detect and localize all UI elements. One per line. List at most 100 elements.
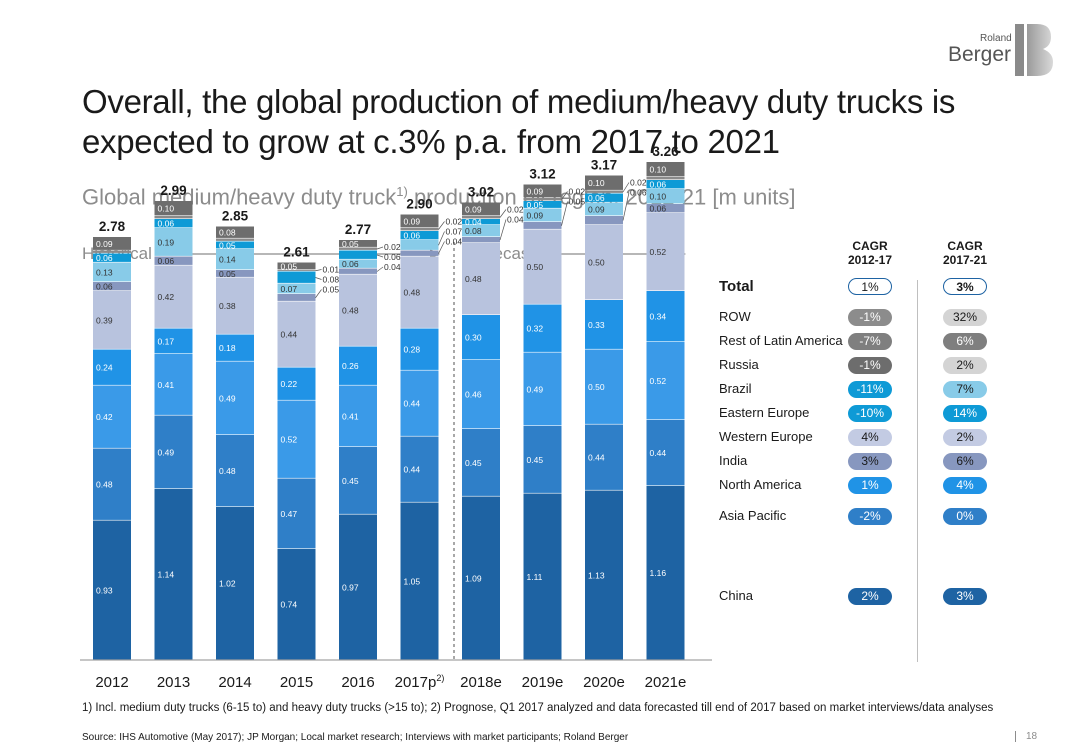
bar-value-label: 0.33 <box>588 320 605 330</box>
bar-segment-china <box>154 489 193 660</box>
cagr-header-line1: CAGR <box>947 239 983 253</box>
bar-segment-rest-of-latin-america <box>216 238 254 241</box>
bar-segment-row <box>154 201 193 216</box>
bar-segment-asia-pacific <box>93 448 131 520</box>
bar-segment-row <box>277 262 316 270</box>
bar-value-label: 0.41 <box>158 380 175 390</box>
cagr-header-2017-21: CAGR 2017-21 <box>935 239 995 267</box>
bar-value-label: 0.48 <box>465 274 482 284</box>
bar-segment-north-america <box>462 360 500 429</box>
cagr-pill-india-2017-21: 6% <box>943 453 987 470</box>
bar-total-label: 2.61 <box>283 245 310 260</box>
bar-value-label: 0.52 <box>650 376 667 386</box>
bar-segment-row <box>216 226 254 238</box>
bar-total-label: 2.77 <box>345 222 371 237</box>
x-tick-label: 2013 <box>157 674 190 691</box>
bar-segment-russia <box>93 253 131 262</box>
leader-line <box>315 277 322 280</box>
leader-line <box>438 241 445 254</box>
bar-value-label: 0.48 <box>342 306 359 316</box>
subtitle-footnote-marker: 1) <box>396 184 408 199</box>
bar-segment-asia-pacific <box>523 426 562 493</box>
total-label: Total <box>719 278 754 295</box>
bar-segment-western-europe <box>400 256 439 328</box>
bar-segment-western-europe <box>585 225 623 300</box>
bar-value-label: 0.42 <box>158 292 175 302</box>
bar-segment-rest-of-latin-america <box>277 270 316 271</box>
bar-segment-russia <box>585 193 623 202</box>
bar-segment-asia-pacific <box>154 415 193 489</box>
bar-segment-russia <box>277 271 316 283</box>
bar-value-label: 0.05 <box>219 269 236 279</box>
bar-outside-value-label: 0.02 <box>446 217 463 227</box>
bar-value-label: 1.13 <box>588 570 605 580</box>
bar-segment-russia <box>646 180 685 189</box>
bar-value-label: 0.10 <box>650 165 667 175</box>
bar-segment-eastern-europe <box>585 216 623 225</box>
bar-segment-north-america <box>277 400 316 478</box>
bar-value-label: 0.44 <box>404 465 421 475</box>
subtitle-main: Global medium/heavy duty truck <box>82 184 397 210</box>
bar-segment-china <box>646 486 685 660</box>
x-tick-label: 2014 <box>218 674 251 691</box>
bar-segment-eastern-europe <box>93 282 131 291</box>
bar-value-label: 0.52 <box>281 435 298 445</box>
bar-segment-eastern-europe <box>462 237 500 243</box>
bar-segment-north-america <box>154 354 193 415</box>
bar-value-label: 0.24 <box>96 363 113 373</box>
bar-value-label: 1.16 <box>650 568 667 578</box>
legend-eastern-europe: Eastern Europe <box>719 405 810 420</box>
bar-value-label: 0.50 <box>588 382 605 392</box>
bar-outside-value-label: 0.08 <box>323 275 340 285</box>
bar-segment-brazil <box>646 189 685 204</box>
total-cagr-2017-21: 3% <box>943 278 987 295</box>
bar-segment-china <box>462 496 500 660</box>
bar-value-label: 0.44 <box>650 448 667 458</box>
bar-value-label: 0.28 <box>404 345 421 355</box>
bar-value-label: 0.06 <box>96 282 113 292</box>
bar-segment-india <box>93 349 131 385</box>
bar-outside-value-label: 0.02 <box>384 242 401 252</box>
bar-outside-value-label: 0.02 <box>569 187 586 197</box>
bar-segment-north-america <box>646 342 685 420</box>
bar-outside-value-label: 0.06 <box>630 188 647 198</box>
cagr-pill-asia-pacific-2017-21: 0% <box>943 508 987 525</box>
bar-segment-western-europe <box>154 265 193 328</box>
bar-value-label: 0.10 <box>650 192 667 202</box>
bar-segment-asia-pacific <box>277 478 316 549</box>
bar-value-label: 0.34 <box>650 312 667 322</box>
cagr-pill-rest-of-latin-america-2012-17: -7% <box>848 333 892 350</box>
bar-value-label: 0.05 <box>281 261 298 271</box>
leader-line <box>561 191 568 200</box>
bar-segment-eastern-europe <box>339 268 377 274</box>
bar-segment-rest-of-latin-america <box>523 198 562 201</box>
bar-value-label: 0.30 <box>465 333 482 343</box>
bar-segment-india <box>339 346 377 385</box>
bar-value-label: 0.04 <box>465 217 482 227</box>
bar-outside-value-label: 0.04 <box>446 237 463 247</box>
bar-value-label: 0.06 <box>158 219 175 229</box>
bar-value-label: 0.05 <box>527 200 544 210</box>
bar-segment-china <box>339 514 377 660</box>
bar-outside-value-label: 0.04 <box>507 215 524 225</box>
bar-segment-india <box>585 300 623 349</box>
bar-total-label: 2.85 <box>222 209 249 224</box>
bar-segment-asia-pacific <box>462 429 500 496</box>
bar-value-label: 0.18 <box>219 343 236 353</box>
bar-outside-value-label: 0.02 <box>507 205 524 215</box>
x-tick-sup: 2) <box>436 673 444 683</box>
x-tick-label: 2020e <box>583 674 625 691</box>
cagr-pill-russia-2012-17: -1% <box>848 357 892 374</box>
legend-north-america: North America <box>719 477 802 492</box>
bar-value-label: 0.05 <box>219 240 236 250</box>
bar-outside-value-label: 0.02 <box>630 178 647 188</box>
logo-b-mark-icon <box>1015 24 1053 76</box>
bar-value-label: 0.06 <box>588 193 605 203</box>
bar-total-label: 3.12 <box>529 167 555 182</box>
leader-line <box>561 201 568 226</box>
bar-segment-north-america <box>339 385 377 447</box>
bar-segment-asia-pacific <box>216 435 254 507</box>
bar-total-label: 3.02 <box>468 185 494 200</box>
bar-value-label: 0.52 <box>650 247 667 257</box>
bar-segment-india <box>523 304 562 352</box>
